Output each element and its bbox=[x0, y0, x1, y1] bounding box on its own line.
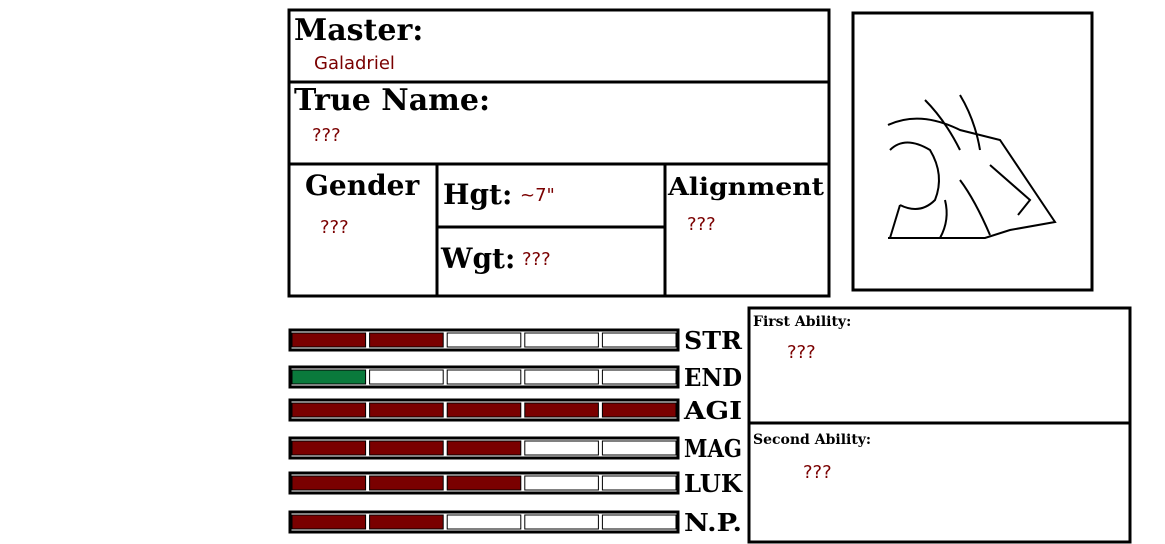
stat-segment-filled bbox=[446, 475, 522, 491]
stat-segment-filled bbox=[291, 369, 367, 385]
stat-segment-filled bbox=[446, 440, 522, 456]
ability-label: Second Ability: bbox=[753, 432, 871, 448]
weight-value: ??? bbox=[522, 249, 551, 270]
stat-segment-filled bbox=[369, 402, 444, 418]
stat-segment-empty bbox=[524, 440, 599, 456]
stat-segment-empty bbox=[601, 369, 677, 385]
portrait-sketch bbox=[887, 94, 1057, 239]
alignment-label: Alignment bbox=[667, 172, 824, 201]
master-value: Galadriel bbox=[314, 53, 395, 74]
stat-segment-filled bbox=[291, 402, 367, 418]
gender-label: Gender bbox=[305, 169, 420, 202]
ability-value: ??? bbox=[787, 342, 816, 363]
gender-value: ??? bbox=[320, 217, 349, 238]
info-frame bbox=[287, 8, 831, 298]
stat-segment-empty bbox=[601, 332, 677, 348]
alignment-value: ??? bbox=[687, 214, 716, 235]
stat-segment-filled bbox=[369, 440, 444, 456]
stat-segment-filled bbox=[291, 332, 367, 348]
master-label: Master: bbox=[294, 13, 423, 48]
stat-segment-filled bbox=[369, 475, 444, 491]
stat-label: N.P. bbox=[684, 508, 742, 537]
stat-label: MAG bbox=[684, 434, 742, 463]
stat-segment-empty bbox=[446, 369, 522, 385]
stat-segment-filled bbox=[369, 332, 444, 348]
stat-segment-filled bbox=[601, 402, 677, 418]
stat-segment-empty bbox=[446, 514, 522, 530]
stat-segment-empty bbox=[601, 475, 677, 491]
ability-value: ??? bbox=[803, 462, 832, 483]
stat-label: LUK bbox=[684, 469, 743, 498]
stat-segment-empty bbox=[446, 332, 522, 348]
portrait-frame bbox=[851, 11, 1094, 292]
stat-label: STR bbox=[684, 326, 743, 355]
height-value: ~7" bbox=[520, 185, 555, 206]
stat-segment-empty bbox=[524, 369, 599, 385]
stat-segment-filled bbox=[291, 514, 367, 530]
ability-label: First Ability: bbox=[753, 314, 851, 330]
stat-segment-empty bbox=[601, 514, 677, 530]
stat-segment-empty bbox=[524, 475, 599, 491]
stat-segment-filled bbox=[291, 440, 367, 456]
true-name-value: ??? bbox=[312, 125, 341, 146]
stat-segment-filled bbox=[524, 402, 599, 418]
stat-segment-filled bbox=[369, 514, 444, 530]
stat-label: END bbox=[684, 363, 742, 392]
height-label: Hgt: bbox=[443, 178, 512, 211]
stat-segment-empty bbox=[601, 440, 677, 456]
true-name-label: True Name: bbox=[294, 83, 490, 118]
weight-label: Wgt: bbox=[440, 242, 515, 275]
stat-segment-empty bbox=[524, 332, 599, 348]
stat-segment-empty bbox=[369, 369, 444, 385]
stat-segment-filled bbox=[446, 402, 522, 418]
stat-segment-empty bbox=[524, 514, 599, 530]
ability-frame bbox=[747, 421, 1132, 544]
stat-label: AGI bbox=[683, 396, 742, 425]
stat-segment-filled bbox=[291, 475, 367, 491]
